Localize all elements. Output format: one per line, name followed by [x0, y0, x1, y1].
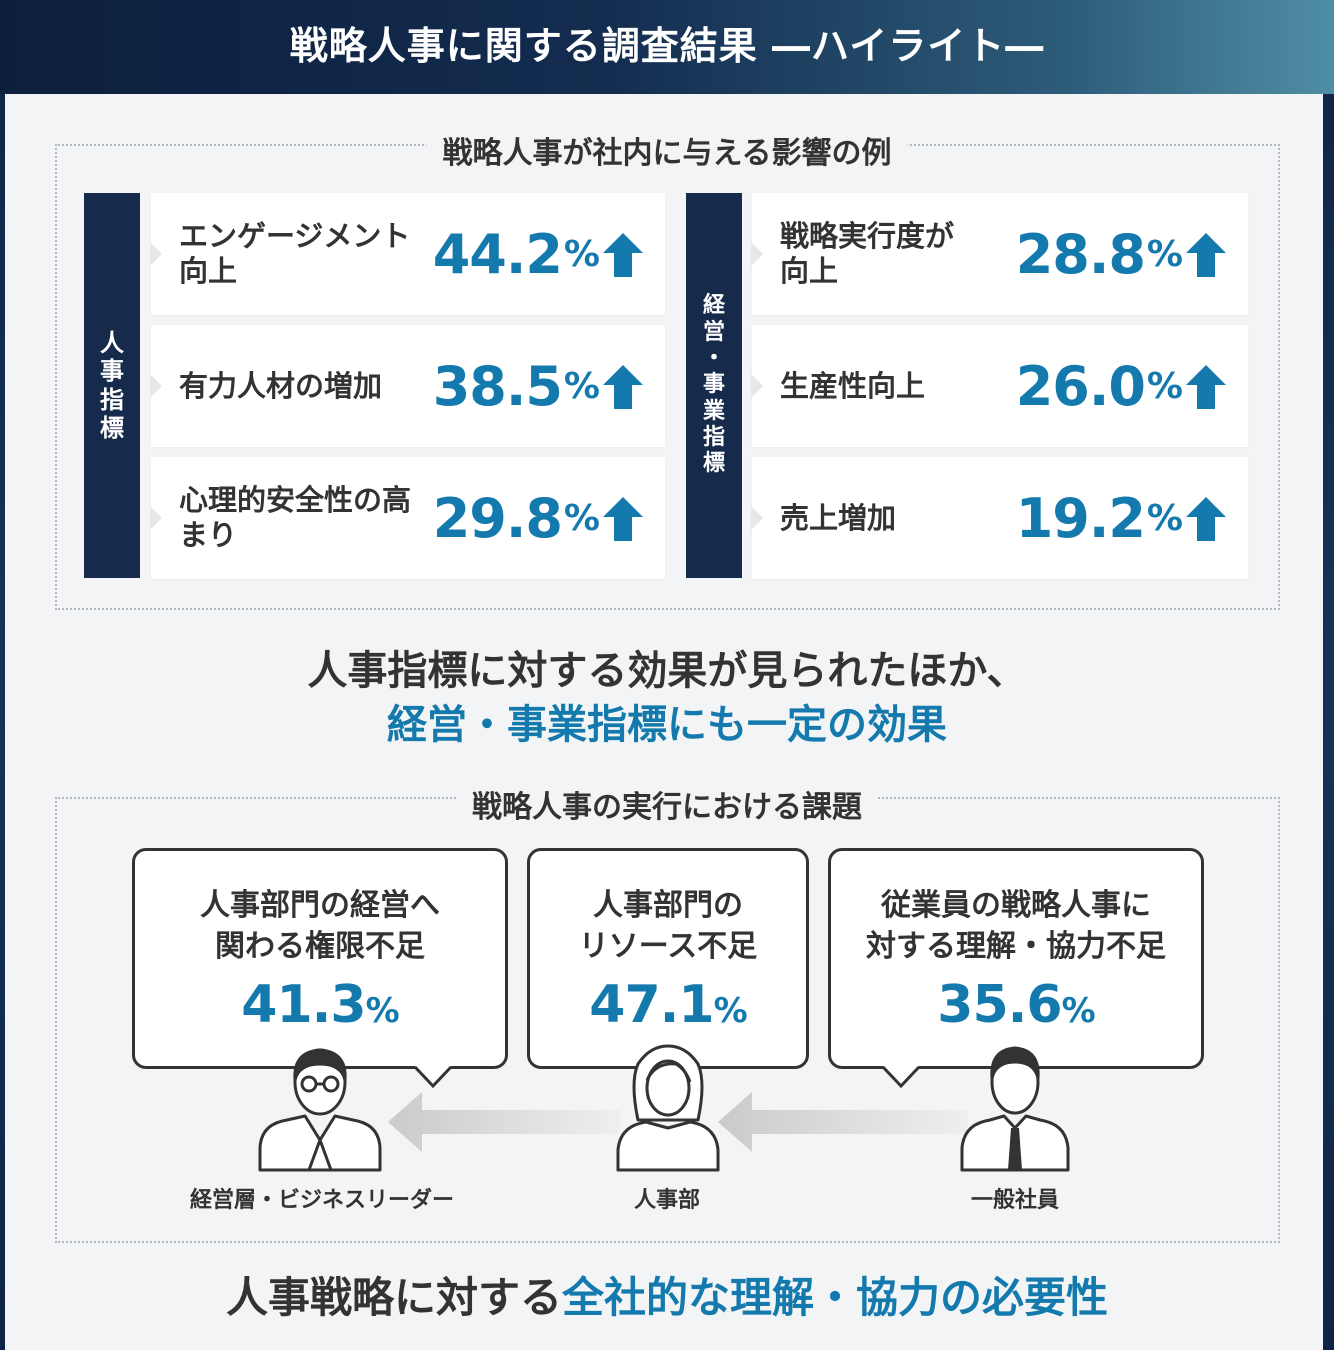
- up-arrow-icon: [603, 497, 643, 541]
- hr-metric-engagement: エンゲージメント向上 44.2%: [150, 193, 665, 315]
- person-label-hr: 人事部: [633, 1188, 701, 1213]
- employee-icon: [960, 1046, 1070, 1172]
- bubble-value: 47.1%: [589, 975, 747, 1035]
- bubble-text-line: 対する理解・協力不足: [866, 929, 1166, 965]
- header: 戦略人事に関する調査結果 ―ハイライト―: [0, 0, 1334, 94]
- bubble-tail: [415, 1066, 451, 1088]
- person-label-executive: 経営層・ビジネスリーダー: [189, 1188, 455, 1213]
- metric-label: 生産性向上: [780, 368, 926, 403]
- business-indicators-label: 経 営 ・ 事 業 指 標: [686, 193, 742, 578]
- conclusion-highlight: 全社的な理解・協力の必要性: [562, 1273, 1109, 1322]
- up-arrow-icon: [603, 365, 643, 409]
- challenge-section-label: 戦略人事の実行における課題: [456, 782, 878, 826]
- metric-label: 有力人材の増加: [179, 368, 383, 403]
- challenge-bubble-understanding: 従業員の戦略人事に 対する理解・協力不足 35.6%: [828, 848, 1204, 1088]
- hr-metric-psychological-safety: 心理的安全性の高まり 29.8%: [150, 457, 665, 579]
- bubble-value: 35.6%: [937, 975, 1095, 1035]
- conclusion-text: 人事戦略に対する全社的な理解・協力の必要性: [0, 1264, 1334, 1325]
- biz-metric-sales: 売上増加 19.2%: [751, 457, 1248, 579]
- metric-label: 売上増加: [780, 500, 897, 535]
- page-title: 戦略人事に関する調査結果 ―ハイライト―: [289, 23, 1045, 68]
- summary-line-2: 経営・事業指標にも一定の効果: [387, 702, 947, 748]
- metric-label: 戦略実行度が向上: [780, 219, 955, 288]
- metric-label: 心理的安全性の高まり: [179, 483, 412, 552]
- bubble-text-line: 従業員の戦略人事に: [881, 888, 1151, 923]
- metric-value: 28.8%: [1015, 222, 1183, 286]
- metric-value: 38.5%: [432, 354, 600, 418]
- metric-value: 29.8%: [432, 486, 600, 550]
- flow-arrow-left-icon: [388, 1092, 620, 1152]
- hr-person-icon: [616, 1044, 720, 1172]
- bubble-text-line: リソース不足: [578, 929, 758, 965]
- person-label-employee: 一般社員: [970, 1188, 1060, 1213]
- metric-value: 26.0%: [1015, 354, 1183, 418]
- metric-label: エンゲージメント向上: [179, 219, 411, 288]
- up-arrow-icon: [603, 233, 643, 277]
- bubble-text-line: 人事部門の経営へ: [200, 888, 440, 923]
- challenge-bubble-authority: 人事部門の経営へ 関わる権限不足 41.3%: [132, 848, 508, 1088]
- executive-icon: [258, 1048, 382, 1172]
- up-arrow-icon: [1186, 497, 1226, 541]
- metric-value: 19.2%: [1015, 486, 1183, 550]
- biz-metric-strategy-execution: 戦略実行度が向上 28.8%: [751, 193, 1248, 315]
- summary-line-1: 人事指標に対する効果が見られたほか、: [307, 648, 1027, 694]
- impact-section-label: 戦略人事が社内に与える影響の例: [426, 128, 908, 172]
- bubble-text-line: 人事部門の: [593, 888, 743, 923]
- up-arrow-icon: [1186, 233, 1226, 277]
- bubble-text-line: 関わる権限不足: [215, 929, 425, 965]
- bubble-tail: [883, 1066, 919, 1088]
- hr-metric-talent: 有力人材の増加 38.5%: [150, 325, 665, 447]
- conclusion-plain: 人事戦略に対する: [225, 1273, 562, 1322]
- bubble-value: 41.3%: [241, 975, 399, 1035]
- up-arrow-icon: [1186, 365, 1226, 409]
- flow-arrow-left-icon: [718, 1092, 968, 1152]
- metric-value: 44.2%: [432, 222, 600, 286]
- hr-indicators-label: 人 事 指 標: [84, 193, 140, 578]
- biz-metric-productivity: 生産性向上 26.0%: [751, 325, 1248, 447]
- challenge-bubble-resources: 人事部門の リソース不足 47.1%: [527, 848, 809, 1069]
